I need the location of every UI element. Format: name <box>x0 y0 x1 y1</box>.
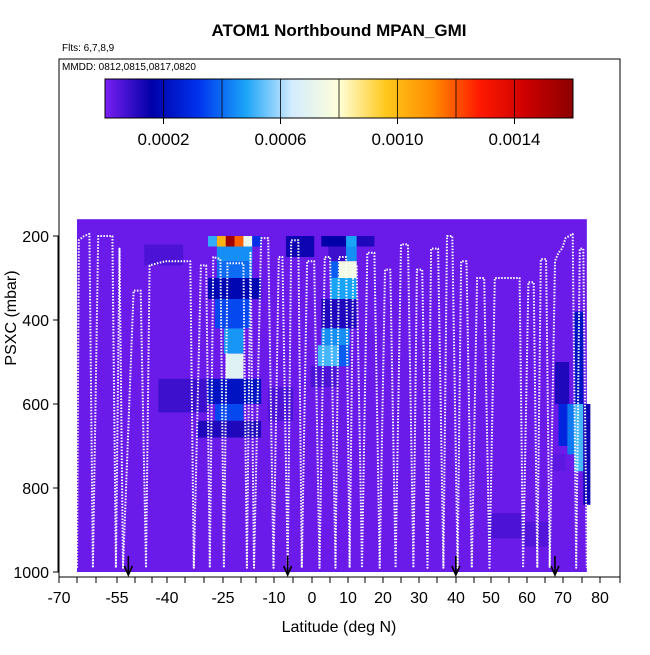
x-tick-label: -40 <box>155 590 178 607</box>
heatmap-cell <box>216 236 226 247</box>
y-axis-label: PSXC (mbar) <box>3 270 20 365</box>
heatmap-cell <box>317 345 339 367</box>
heatmap-cell <box>339 261 357 278</box>
heatmap-cell <box>574 404 584 472</box>
plot-frame <box>58 58 621 578</box>
axes: 200 400 600 800 1000 -70 -55 -40 -25 -10 0 10 20 30 40… <box>13 229 621 607</box>
heatmap-cell <box>567 404 575 455</box>
x-tick-label: -70 <box>47 590 70 607</box>
heatmap-cell <box>554 362 570 404</box>
heatmap-cell <box>215 404 244 421</box>
colorbar-tick-label: 0.0002 <box>138 130 190 149</box>
heatmap-cell <box>144 244 184 266</box>
arrow-marker-head <box>123 565 134 577</box>
heatmap-cell <box>243 236 253 247</box>
heatmap-cell <box>330 261 339 278</box>
x-tick-label: 50 <box>482 590 500 607</box>
heatmap-cell <box>310 366 339 388</box>
chart-title: ATOM1 Northbound MPAN_GMI <box>212 21 467 40</box>
x-tick-label: 0 <box>308 590 317 607</box>
flight-track-layer <box>76 232 588 569</box>
heatmap-cell <box>234 236 244 247</box>
y-tick-label: 800 <box>22 481 49 498</box>
y-tick-label: 600 <box>22 397 49 414</box>
colorbar-tick-label: 0.0006 <box>255 130 307 149</box>
x-tick-label: 80 <box>591 590 609 607</box>
colorbar-tick-label: 0.0010 <box>372 130 424 149</box>
heatmap-cell <box>216 261 253 278</box>
x-tick-label: 10 <box>339 590 357 607</box>
y-tick-label: 200 <box>22 229 49 246</box>
heatmap-cell <box>328 246 347 262</box>
x-tick-label: 30 <box>410 590 428 607</box>
heatmap-cell <box>356 236 375 247</box>
flights-subtitle: Flts: 6,7,8,9 <box>62 43 115 54</box>
heatmap-cell <box>346 236 357 247</box>
heatmap-cell <box>216 246 253 262</box>
heatmap-cell <box>225 353 244 379</box>
colorbar-tick-label: 0.0014 <box>489 130 541 149</box>
heatmap-cell <box>339 345 350 367</box>
heatmap-cell <box>208 236 217 247</box>
x-axis-label: Latitude (deg N) <box>282 619 397 636</box>
arrow-marker-head <box>550 565 560 577</box>
heatmap-cell <box>321 328 350 346</box>
arrow-markers <box>123 556 560 577</box>
heatmap-cell <box>197 420 262 438</box>
heatmap-cell <box>158 378 208 413</box>
heatmap-cell <box>330 278 357 299</box>
x-tick-label: -25 <box>211 590 234 607</box>
heatmap-cell <box>208 378 262 404</box>
x-tick-label: 40 <box>447 590 465 607</box>
heatmap-cell <box>346 246 357 262</box>
heatmap-cell <box>321 236 350 247</box>
dates-subtitle: MMDD: 0812,0815,0817,0820 <box>62 62 196 73</box>
x-tick-label: 20 <box>374 590 392 607</box>
x-tick-label: 70 <box>554 590 572 607</box>
heatmap-cell <box>583 404 591 505</box>
heatmap-cell <box>225 236 235 247</box>
heatmap-cell <box>208 278 262 299</box>
y-tick-label: 400 <box>22 313 49 330</box>
colorbar: 0.0002 0.0006 0.0010 0.0014 <box>104 78 574 149</box>
x-tick-label: 60 <box>518 590 536 607</box>
heatmap-cell <box>252 236 262 247</box>
heatmap-cell <box>487 513 524 539</box>
heatmap-cell <box>223 328 244 354</box>
x-tick-label: -55 <box>105 590 128 607</box>
arrow-marker-head <box>451 565 461 577</box>
x-tick-label: -10 <box>262 590 285 607</box>
arrow-marker-head <box>282 565 293 577</box>
y-tick-label: 1000 <box>13 565 49 582</box>
heatmap-cell <box>285 236 315 257</box>
flight-track <box>76 232 588 569</box>
heatmap-cell <box>551 454 566 472</box>
